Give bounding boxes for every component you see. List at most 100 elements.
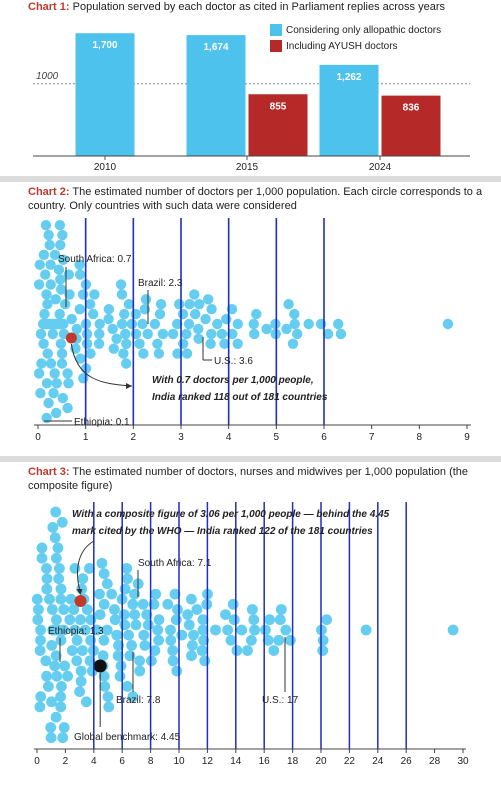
chart3-country-dot-33 — [50, 711, 62, 723]
chart3-country-dot-169 — [264, 614, 275, 626]
separator-1 — [0, 176, 501, 182]
chart2-country-dot-23 — [41, 378, 53, 389]
chart3-country-dot-88 — [109, 604, 120, 615]
chart2-country-dot-29 — [43, 397, 54, 409]
chart2-country-dot-13 — [47, 328, 58, 340]
chart2-country-dot-128 — [200, 313, 211, 325]
chart3-country-dot-79 — [111, 629, 123, 641]
chart3-country-dot-26 — [46, 696, 57, 708]
chart2-title: Chart 2: The estimated number of doctors… — [28, 185, 488, 213]
chart3-country-dot-31 — [40, 655, 52, 667]
chart2-country-dot-100 — [107, 323, 118, 335]
chart2-country-dot-84 — [137, 318, 148, 330]
chart3-country-dot-38 — [58, 722, 70, 733]
chart2-country-dot-35 — [35, 388, 46, 399]
chart3-country-dot-143 — [197, 614, 209, 626]
chart3-country-dot-174 — [275, 604, 287, 615]
chart3-country-dot-124 — [165, 634, 177, 646]
legend-label-allopathic: Considering only allopathic doctors — [286, 24, 442, 36]
india-dot-chart2 — [65, 332, 77, 344]
chart3-country-dot-115 — [127, 598, 139, 610]
x-tick-label-2024: 2024 — [369, 162, 392, 173]
chart2-title-prefix: Chart 2: — [28, 186, 70, 198]
reference-label-1000: 1000 — [36, 71, 59, 82]
chart2-country-dot-85 — [94, 318, 105, 330]
chart2-country-dot-122 — [167, 328, 179, 340]
chart2-country-dot-36 — [55, 239, 66, 251]
chart3-country-dot-8 — [44, 593, 55, 605]
chart2-country-dot-22 — [33, 279, 45, 290]
chart2-country-dot-64 — [81, 338, 93, 349]
chart2-country-dot-133 — [189, 289, 200, 300]
chart2-country-dot-123 — [181, 348, 193, 359]
chart2-country-dot-9 — [42, 348, 53, 359]
chart2-country-dot-143 — [203, 294, 214, 305]
chart3-country-dot-49 — [51, 624, 62, 636]
chart3-country-dot-15 — [34, 645, 46, 656]
chart2-country-dot-88 — [120, 328, 131, 340]
chart3-country-dot-97 — [106, 588, 118, 600]
bar-allopathic-2010 — [75, 33, 135, 156]
chart3-title-prefix: Chart 3: — [28, 466, 70, 478]
chart3-country-dot-6 — [47, 604, 58, 615]
chart3-country-dot-51 — [64, 614, 76, 626]
chart2-country-dot-67 — [85, 299, 96, 310]
chart3-country-dot-100 — [119, 619, 131, 631]
chart3-country-dot-44 — [45, 732, 57, 744]
chart3-country-dot-74 — [80, 696, 92, 708]
chart3-country-dot-24 — [43, 681, 54, 692]
chart3-country-dot-72 — [74, 686, 85, 697]
chart2-country-dot-144 — [248, 318, 259, 330]
chart3-x-tick-label-16: 16 — [259, 756, 271, 767]
chart3-x-tick-label-6: 6 — [119, 756, 125, 767]
chart3-country-dot-66 — [62, 670, 73, 682]
chart2-country-dot-116 — [152, 338, 163, 349]
chart2-country-dot-25 — [48, 388, 59, 399]
chart3-country-dot-36 — [45, 722, 57, 733]
chart3-country-dot-146 — [186, 650, 197, 662]
chart3-country-dot-110 — [121, 681, 133, 692]
chart3-country-dot-11 — [32, 614, 44, 626]
chart3-country-dot-154 — [249, 624, 260, 636]
bar-label-allopathic-2024: 1,262 — [336, 72, 361, 83]
chart2-country-dot-11 — [56, 348, 68, 359]
chart2-x-tick-label-7: 7 — [369, 432, 375, 443]
ann-india-line1: With 0.7 doctors per 1,000 people, — [152, 375, 314, 386]
chart3-country-dot-25 — [55, 691, 66, 703]
chart3-country-dot-9 — [35, 634, 46, 646]
ann-us: U.S.: 17 — [262, 695, 299, 706]
chart3-country-dot-106 — [138, 629, 150, 641]
chart2-country-dot-101 — [121, 358, 132, 369]
chart2-country-dot-21 — [55, 274, 66, 285]
chart2-title-text: The estimated number of doctors per 1,00… — [28, 186, 483, 212]
chart2-country-dot-105 — [108, 343, 120, 354]
ann-benchmark: Global benchmark: 4.45 — [74, 732, 181, 743]
chart3-country-dot-148 — [186, 593, 197, 605]
chart3-country-dot-27 — [33, 604, 44, 615]
chart2-country-dot-27 — [51, 378, 62, 389]
chart2-country-dot-83 — [74, 259, 85, 270]
chart3-country-dot-85 — [94, 588, 105, 600]
chart3-country-dot-28 — [51, 552, 62, 564]
chart2-country-dot-45 — [58, 254, 69, 265]
chart2-country-dot-161 — [442, 318, 454, 330]
chart2-country-dot-149 — [292, 328, 303, 340]
chart2-country-dot-39 — [43, 229, 54, 241]
chart3-country-dot-80 — [94, 609, 106, 620]
chart2-country-dot-146 — [270, 318, 281, 330]
chart3-country-dot-111 — [121, 563, 133, 574]
chart3-country-dot-103 — [126, 640, 137, 651]
chart3-country-dot-155 — [222, 624, 234, 636]
chart3-country-dot-54 — [75, 614, 86, 626]
chart1-title-prefix: Chart 1: — [28, 1, 70, 13]
chart3-country-dot-37 — [47, 522, 59, 533]
chart2-country-dot-110 — [183, 318, 195, 330]
chart2-country-dot-65 — [66, 313, 77, 325]
chart3-country-dot-105 — [119, 583, 131, 595]
chart3-country-dot-2 — [55, 634, 67, 646]
chart3-country-dot-138 — [197, 624, 209, 636]
ann-south-africa: South Africa: 0.7 — [58, 254, 132, 265]
chart3-country-dot-173 — [274, 614, 286, 626]
chart3-country-dot-32 — [52, 542, 64, 554]
chart3-country-dot-107 — [142, 619, 154, 631]
